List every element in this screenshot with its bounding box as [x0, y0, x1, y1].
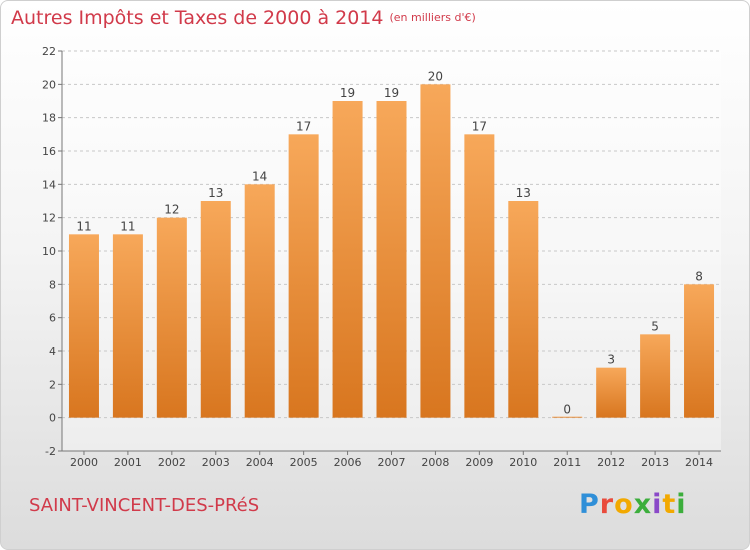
x-tick-label: 2004 — [246, 456, 274, 469]
y-tick-label: 4 — [49, 345, 56, 358]
bar — [288, 134, 319, 418]
bar — [464, 134, 495, 418]
y-tick-label: 0 — [49, 412, 56, 425]
y-tick-label: -2 — [45, 445, 56, 458]
proxiti-logo: Proxiti — [579, 489, 687, 520]
bar — [112, 234, 143, 418]
bar — [684, 284, 715, 418]
data-label: 14 — [252, 169, 267, 183]
x-tick-label: 2011 — [553, 456, 581, 469]
data-label: 17 — [472, 119, 487, 133]
data-label: 12 — [164, 203, 179, 217]
x-tick-label: 2009 — [465, 456, 493, 469]
y-tick-label: 12 — [42, 212, 56, 225]
bar — [552, 416, 583, 418]
y-tick-label: 22 — [42, 45, 56, 58]
data-label: 13 — [516, 186, 531, 200]
data-label: 11 — [120, 219, 135, 233]
title-text: Autres Impôts et Taxes de 2000 à 2014 — [11, 7, 384, 29]
bar — [68, 234, 99, 418]
data-label: 3 — [607, 353, 615, 367]
bar — [244, 184, 275, 418]
data-label: 19 — [384, 86, 399, 100]
x-tick-label: 2003 — [202, 456, 230, 469]
bar — [596, 367, 627, 418]
chart-title: Autres Impôts et Taxes de 2000 à 2014 (en… — [11, 7, 476, 29]
y-tick-label: 16 — [42, 145, 56, 158]
y-tick-label: 14 — [42, 178, 56, 191]
y-tick-label: 10 — [42, 245, 56, 258]
bar — [332, 101, 363, 418]
bar — [640, 334, 671, 418]
data-label: 8 — [695, 269, 703, 283]
bar — [420, 84, 451, 418]
bar — [508, 201, 539, 418]
x-tick-label: 2007 — [378, 456, 406, 469]
data-label: 19 — [340, 86, 355, 100]
x-tick-label: 2010 — [509, 456, 537, 469]
bar — [200, 201, 231, 418]
data-label: 5 — [651, 319, 659, 333]
commune-name: SAINT-VINCENT-DES-PRéS — [29, 495, 260, 516]
data-label: 13 — [208, 186, 223, 200]
y-tick-label: 6 — [49, 312, 56, 325]
x-tick-label: 2005 — [290, 456, 318, 469]
y-tick-label: 8 — [49, 278, 56, 291]
data-label: 11 — [76, 219, 91, 233]
data-label: 0 — [563, 403, 571, 417]
bar — [376, 101, 407, 418]
x-tick-label: 2013 — [641, 456, 669, 469]
bar — [156, 217, 187, 418]
x-tick-label: 2012 — [597, 456, 625, 469]
x-tick-label: 2000 — [70, 456, 98, 469]
x-tick-label: 2001 — [114, 456, 142, 469]
y-tick-label: 18 — [42, 112, 56, 125]
y-tick-label: 20 — [42, 78, 56, 91]
x-tick-label: 2002 — [158, 456, 186, 469]
x-tick-label: 2014 — [685, 456, 713, 469]
data-label: 20 — [428, 69, 443, 83]
unit-note: (en milliers d'€) — [389, 11, 476, 24]
data-label: 17 — [296, 119, 311, 133]
x-tick-label: 2006 — [334, 456, 362, 469]
x-tick-label: 2008 — [421, 456, 449, 469]
y-tick-label: 2 — [49, 378, 56, 391]
